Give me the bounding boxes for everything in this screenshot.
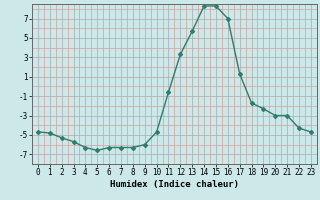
X-axis label: Humidex (Indice chaleur): Humidex (Indice chaleur)	[110, 180, 239, 189]
